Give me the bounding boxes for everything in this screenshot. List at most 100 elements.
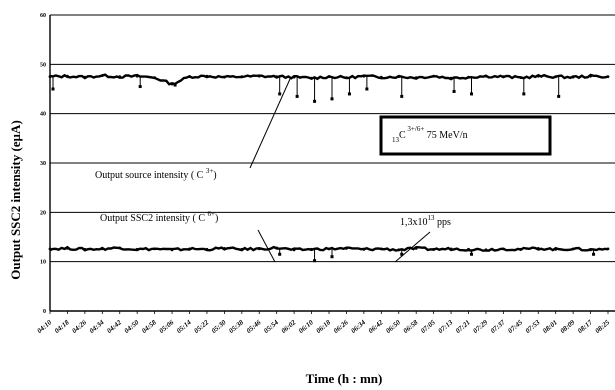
series-1-point xyxy=(571,247,575,251)
x-tick-label: 06:34 xyxy=(349,318,367,335)
x-tick-label: 08:25 xyxy=(594,318,612,335)
x-tick-label: 05:06 xyxy=(158,318,176,335)
series-0-point xyxy=(606,75,610,79)
y-tick-label: 40 xyxy=(40,112,46,118)
series-0-dip-marker xyxy=(330,97,334,101)
series-0-dip-marker xyxy=(365,87,369,91)
series-0-point xyxy=(501,75,505,79)
x-tick-label: 06:50 xyxy=(384,318,402,335)
x-tick-label: 05:14 xyxy=(175,318,193,335)
series-1-point xyxy=(362,247,366,251)
series-1-point xyxy=(205,247,209,251)
source-label-close: ) xyxy=(213,170,216,181)
series-1-point xyxy=(345,246,348,250)
series-1-point xyxy=(188,247,191,251)
x-tick-label: 04:10 xyxy=(36,318,54,335)
series-0-dip-marker xyxy=(522,92,526,96)
x-tick-label: 08:01 xyxy=(541,318,559,335)
series-1-dip-marker xyxy=(278,252,282,256)
series-0-dip-marker xyxy=(51,87,55,91)
series-1-point xyxy=(153,247,157,251)
source-pointer-line xyxy=(249,78,291,169)
x-tick-label: 07:29 xyxy=(472,318,490,335)
x-tick-labels: 04:10 04:18 04:26 04:34 04:42 04:50 04:58 05:06… xyxy=(36,311,612,335)
x-tick-label: 07:37 xyxy=(489,318,507,335)
series-1-dip-marker xyxy=(470,252,473,256)
series-1-point xyxy=(310,247,313,251)
x-tick-label: 07:53 xyxy=(524,318,542,335)
series-1-point xyxy=(83,247,87,251)
series-0-dip-marker xyxy=(295,94,299,98)
series-0-point xyxy=(589,74,592,78)
series-1-point xyxy=(222,246,226,250)
series-0-dip-marker xyxy=(173,83,177,87)
source-label-text: Output source intensity ( C xyxy=(95,170,206,181)
series-0-point xyxy=(170,82,174,86)
series-0-point xyxy=(310,76,313,80)
series-0-point xyxy=(292,75,296,79)
series-0-dip-marker xyxy=(400,94,404,98)
x-tick-label: 06:26 xyxy=(332,318,350,335)
x-tick-label: 07:45 xyxy=(506,318,524,335)
x-tick-label: 08:09 xyxy=(559,318,577,335)
x-tick-label: 05:46 xyxy=(245,318,263,335)
x-tick-label: 04:58 xyxy=(140,318,158,335)
series-1-dip-marker xyxy=(592,252,596,256)
gridlines xyxy=(49,14,615,312)
series-0-point xyxy=(345,76,348,80)
series-1-point xyxy=(118,246,122,250)
series-1-point xyxy=(589,248,592,252)
x-tick-label: 06:02 xyxy=(280,318,298,335)
y-tick-labels: 0 10 20 30 40 50 60 xyxy=(40,13,46,315)
x-tick-label: 04:34 xyxy=(88,318,106,335)
series-0-point xyxy=(432,74,436,78)
series-0-point xyxy=(66,74,69,78)
series-0-point xyxy=(397,75,401,79)
series-0-point xyxy=(571,75,575,79)
ssc2-intensity-label: Output SSC2 intensity ( C 6+) xyxy=(100,210,218,224)
ssc2-label-sup: 6+ xyxy=(208,210,216,218)
series-0-point xyxy=(275,75,279,79)
y-tick-label: 50 xyxy=(40,62,46,68)
y-axis-label: Output SSC2 intensity (eµA) xyxy=(8,120,23,280)
series-1-point xyxy=(257,247,261,251)
beam-info-sub: 13 xyxy=(392,136,400,144)
series-1-point xyxy=(449,247,453,251)
series-0-point xyxy=(484,74,488,78)
x-tick-label: 08:17 xyxy=(576,318,594,335)
series-0-point xyxy=(449,76,453,80)
series-0-dip-marker xyxy=(313,99,317,103)
y-tick-label: 20 xyxy=(40,210,46,216)
series-0-point xyxy=(519,76,523,80)
series-1-point xyxy=(397,248,401,252)
series-0-point xyxy=(379,75,383,79)
x-tick-label: 06:18 xyxy=(315,318,333,335)
series-1-point xyxy=(536,246,540,250)
x-tick-label: 04:42 xyxy=(105,318,123,335)
series-0-dip-marker xyxy=(138,85,142,89)
x-tick-label: 06:42 xyxy=(367,318,385,335)
series-0-dip-marker xyxy=(470,92,473,96)
series-1-point xyxy=(467,247,470,251)
pps-pointer-line xyxy=(394,231,431,263)
x-tick-label: 07:05 xyxy=(419,318,437,335)
series-1-point xyxy=(379,247,383,251)
series-0-point xyxy=(205,74,209,78)
series-0-point xyxy=(327,75,331,79)
series-1-point xyxy=(501,247,505,251)
x-tick-label: 05:54 xyxy=(262,318,280,335)
series-0-point xyxy=(240,75,244,79)
x-tick-label: 07:13 xyxy=(437,318,455,335)
series-0-point xyxy=(222,75,226,79)
ssc2-label-text: Output SSC2 intensity ( C xyxy=(100,213,208,224)
beam-info-sup: 3+/6+ xyxy=(406,125,425,133)
series-0-point xyxy=(257,74,261,78)
x-tick-label: 05:22 xyxy=(193,318,211,335)
pps-unit: pps xyxy=(435,217,452,228)
x-tick-label: 04:50 xyxy=(123,318,141,335)
series-0-point xyxy=(100,74,104,78)
series-1-point xyxy=(606,247,610,251)
pps-exp: 13 xyxy=(428,214,436,222)
ssc2-pointer-line xyxy=(257,229,276,263)
